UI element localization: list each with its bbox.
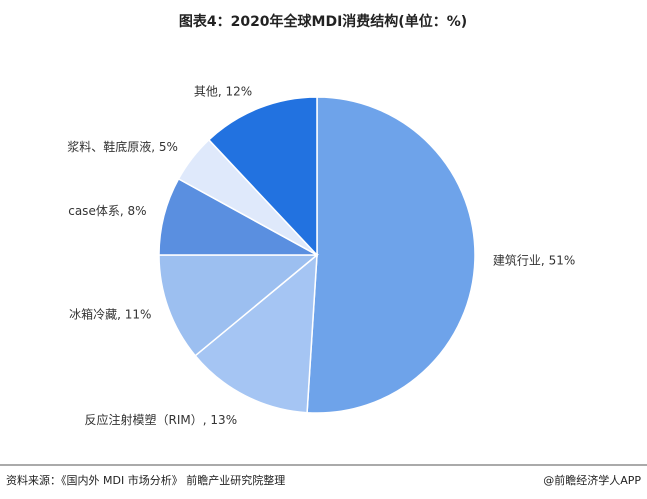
pie-slice bbox=[194, 253, 318, 414]
slice-label: 冰箱冷藏, 11% bbox=[69, 306, 151, 321]
separator: , bbox=[203, 412, 211, 426]
slice-label: 浆料、鞋底原液, 5% bbox=[67, 139, 178, 154]
slice-label: 建筑行业, 51% bbox=[493, 252, 575, 267]
chart-title: 图表4：2020年全球MDI消费结构(单位：%) bbox=[179, 13, 467, 30]
category-name: 反应注射模塑（RIM） bbox=[85, 411, 203, 426]
separator: , bbox=[151, 140, 159, 154]
category-name: 浆料、鞋底原液 bbox=[67, 139, 151, 154]
separator: , bbox=[117, 307, 125, 321]
category-name: case体系 bbox=[68, 204, 120, 218]
value-label: 8% bbox=[127, 204, 146, 218]
value-label: 5% bbox=[159, 140, 178, 154]
slice-label: 其他, 12% bbox=[194, 84, 252, 98]
pie-slice bbox=[207, 96, 318, 257]
slice-label: 反应注射模塑（RIM）, 13% bbox=[85, 411, 238, 426]
separator: , bbox=[218, 84, 226, 98]
category-name: 建筑行业 bbox=[493, 252, 541, 267]
value-label: 13% bbox=[210, 412, 237, 426]
pie-slice bbox=[306, 96, 476, 414]
source: 资料来源：《国内外 MDI 市场分析》 前瞻产业研究院整理 bbox=[6, 473, 285, 487]
value-label: 12% bbox=[226, 84, 253, 98]
category-name: 其他 bbox=[194, 84, 218, 98]
separator: , bbox=[541, 253, 549, 267]
category-name: 冰箱冷藏 bbox=[69, 306, 117, 321]
slice-label: case体系, 8% bbox=[68, 204, 146, 218]
credit: @前瞻经济学人APP bbox=[543, 473, 641, 487]
value-label: 51% bbox=[549, 253, 576, 267]
pie-slice bbox=[158, 254, 320, 357]
value-label: 11% bbox=[125, 307, 152, 321]
separator: , bbox=[120, 204, 128, 218]
